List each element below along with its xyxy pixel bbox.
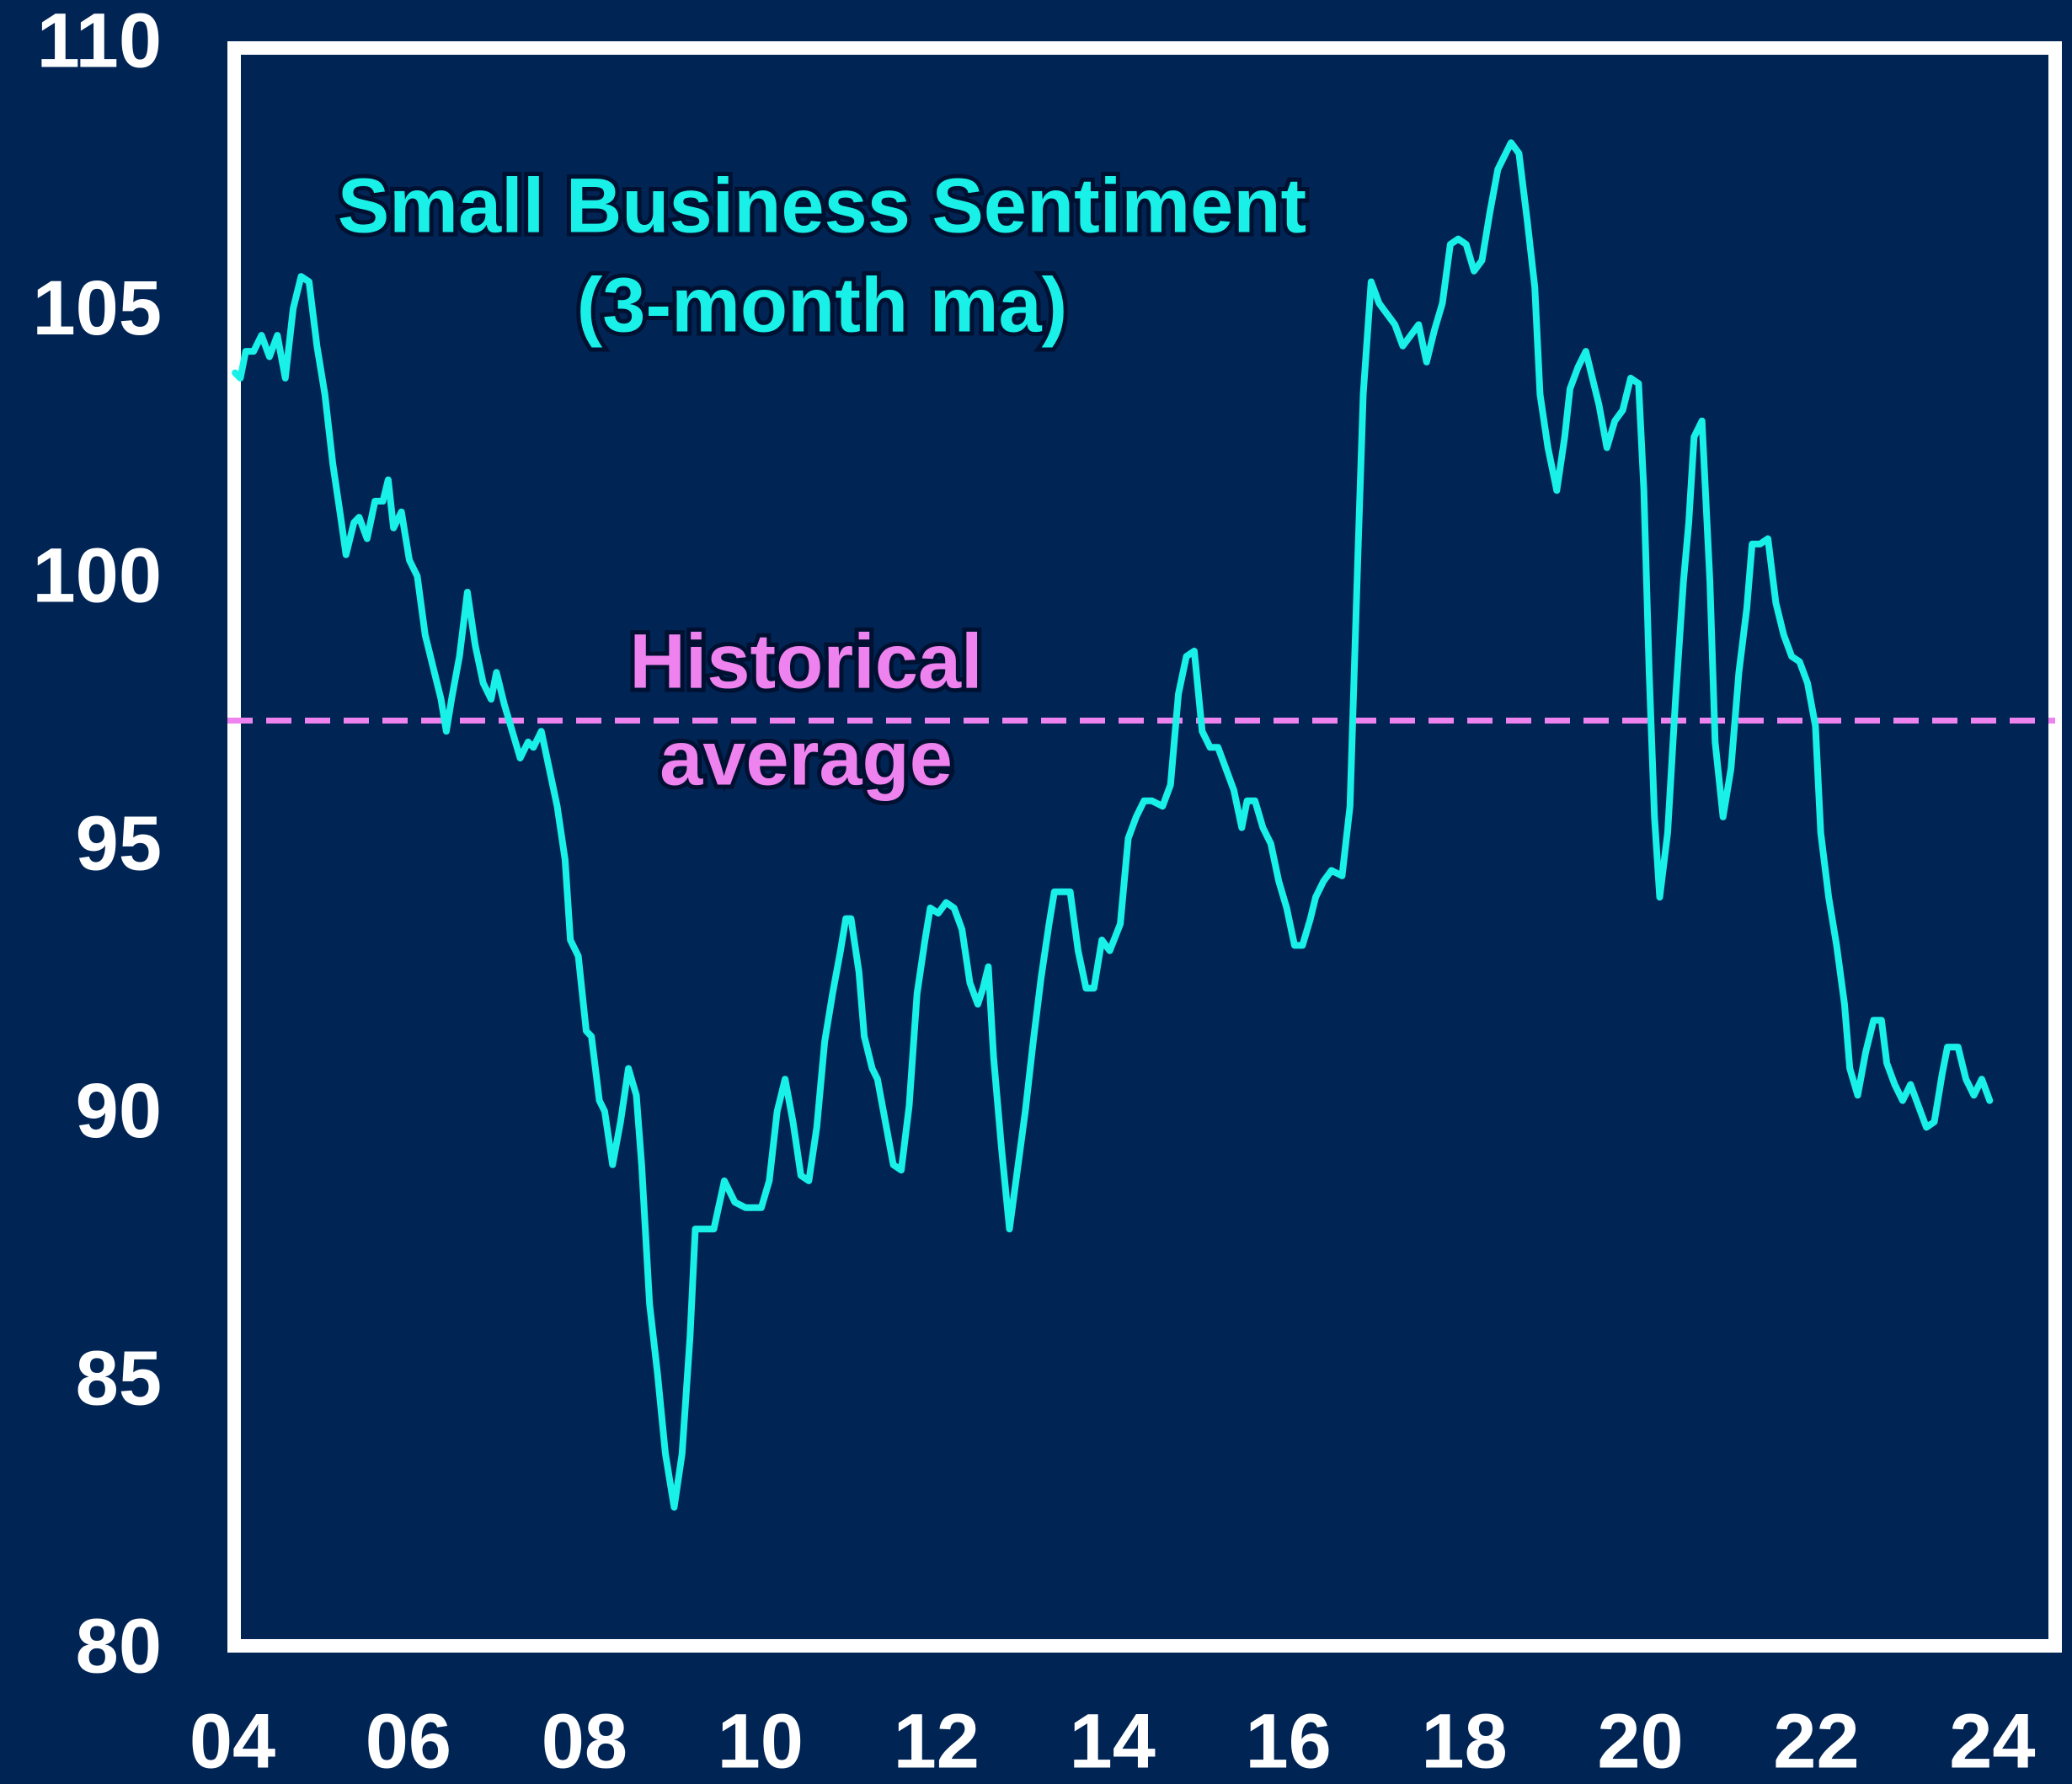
x-tick-label: 10 xyxy=(718,1698,804,1784)
y-tick-label: 110 xyxy=(37,0,162,83)
y-tick-label: 100 xyxy=(33,533,163,619)
x-tick-label: 12 xyxy=(894,1698,980,1784)
y-tick-label: 105 xyxy=(33,265,163,351)
y-tick-label: 80 xyxy=(76,1603,162,1689)
plot-frame xyxy=(227,41,2062,1653)
x-tick-label: 06 xyxy=(366,1698,451,1784)
x-tick-label: 18 xyxy=(1421,1698,1507,1784)
y-tick-label: 95 xyxy=(76,800,162,886)
x-tick-label: 22 xyxy=(1773,1698,1859,1784)
chart-title: Small Business Sentiment xyxy=(338,163,1306,248)
data-line xyxy=(232,139,1994,1511)
chart-subtitle: (3-month ma) xyxy=(577,262,1068,348)
y-tick-label: 90 xyxy=(76,1068,162,1154)
x-tick-label: 16 xyxy=(1245,1698,1331,1784)
y-tick-label: 85 xyxy=(76,1336,162,1422)
reference-label: average xyxy=(660,715,953,801)
x-tick-label: 20 xyxy=(1597,1698,1683,1784)
x-tick-label: 08 xyxy=(542,1698,627,1784)
x-tick-label: 14 xyxy=(1070,1698,1156,1784)
reference-label: Historical xyxy=(629,618,982,704)
x-tick-label: 04 xyxy=(190,1698,275,1784)
x-tick-label: 24 xyxy=(1949,1698,2035,1784)
